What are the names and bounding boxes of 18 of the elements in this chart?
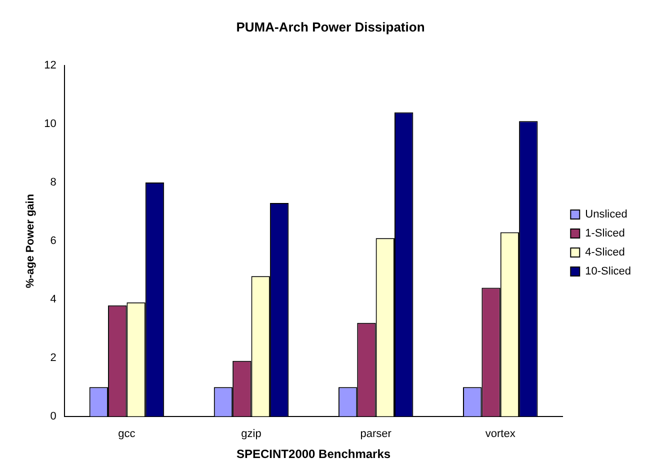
y-tick-label: 4 <box>50 294 56 306</box>
y-tick-label: 12 <box>44 60 56 72</box>
chart-title: PUMA-Arch Power Dissipation <box>236 19 425 34</box>
legend-label: Unsliced <box>585 208 628 221</box>
x-axis-title: SPECINT2000 Benchmarks <box>236 447 391 462</box>
y-tick-label: 8 <box>50 176 56 189</box>
y-axis-title: %-age Power gain <box>24 194 37 288</box>
legend-label: 10-Sliced <box>585 266 631 278</box>
x-tick-label: vortex <box>485 428 516 440</box>
y-tick-label: 2 <box>50 352 56 364</box>
legend-label: 1-Sliced <box>585 228 625 240</box>
y-tick-label: 0 <box>50 410 56 422</box>
x-tick-label: parser <box>360 428 392 440</box>
y-tick-label: 10 <box>44 118 56 130</box>
y-tick-label: 6 <box>50 235 56 248</box>
x-tick-label: gcc <box>118 428 136 440</box>
x-tick-label: gzip <box>241 428 262 440</box>
legend-label: 4-Sliced <box>585 246 625 259</box>
